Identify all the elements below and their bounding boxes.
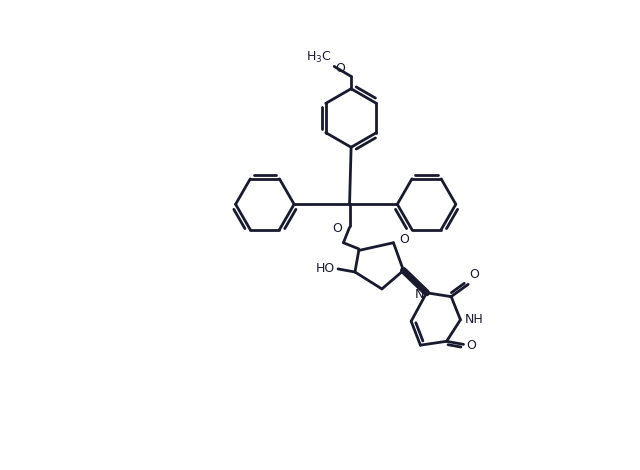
Text: O: O (466, 339, 476, 352)
Text: N: N (415, 288, 424, 301)
Text: O: O (399, 233, 410, 246)
Text: O: O (470, 268, 479, 281)
Text: HO: HO (316, 262, 335, 274)
Text: O: O (332, 222, 342, 235)
Text: H$_3$C: H$_3$C (307, 50, 332, 65)
Text: O: O (335, 62, 345, 75)
Text: NH: NH (464, 313, 483, 326)
